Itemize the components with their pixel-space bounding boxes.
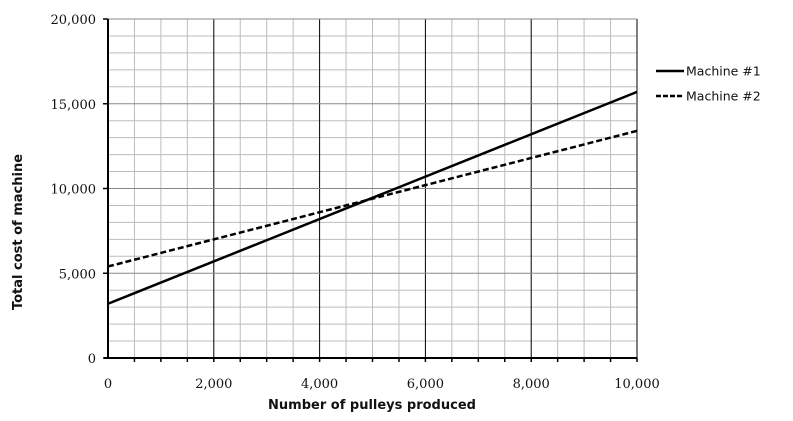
axes [103,18,638,362]
y-tick-label: 5,000 [59,267,96,282]
y-tick-label: 20,000 [51,13,97,28]
series-line-2 [107,129,638,268]
legend-label-1: Machine #1 [686,64,761,79]
x-tick-label: 0 [104,377,112,392]
y-axis-title: Total cost of machine [11,154,26,310]
series-layer [107,90,638,305]
x-tick-label: 4,000 [301,377,338,392]
y-tick-labels: 0 5,000 10,000 15,000 20,000 [51,13,97,367]
y-tick-label: 10,000 [51,183,97,198]
legend-label-2: Machine #2 [686,89,761,104]
x-tick-label: 10,000 [614,377,660,392]
x-tick-label: 8,000 [513,377,550,392]
x-axis-title: Number of pulleys produced [268,398,476,413]
x-tick-labels: 0 2,000 4,000 6,000 8,000 10,000 [104,377,660,392]
x-tick-label: 2,000 [195,377,232,392]
y-tick-label: 0 [88,352,96,367]
y-tick-label: 15,000 [51,98,97,113]
x-tick-label: 6,000 [407,377,444,392]
major-gridlines [108,18,638,358]
legend: Machine #1 Machine #2 [656,64,761,104]
